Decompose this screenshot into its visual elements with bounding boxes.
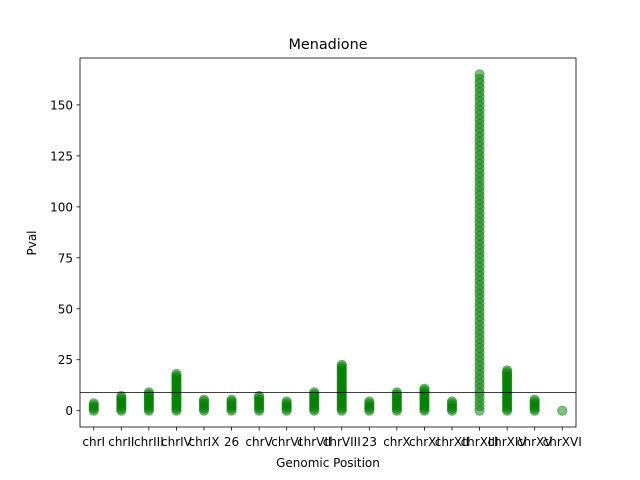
- data-point: [254, 390, 265, 402]
- y-axis-label: Pval: [25, 230, 39, 255]
- data-point: [198, 394, 210, 405]
- data-point: [281, 396, 292, 407]
- y-tick-label: 50: [58, 302, 73, 316]
- y-tick-label: 0: [65, 404, 73, 418]
- x-tick-label: chrIII: [134, 435, 164, 449]
- data-point: [336, 359, 347, 370]
- y-tick-label: 75: [58, 251, 73, 265]
- x-tick-label: chrVI: [271, 435, 302, 449]
- y-tick-label: 25: [58, 353, 73, 367]
- x-tick-label: 23: [362, 435, 377, 449]
- data-point: [502, 365, 513, 376]
- x-tick-label: chrII: [108, 435, 134, 449]
- x-tick-label: chrXV: [517, 435, 553, 449]
- y-tick-label: 100: [50, 200, 73, 214]
- x-tick-label: chrIX: [189, 435, 220, 449]
- x-tick-label: chrV: [245, 435, 273, 449]
- x-tick-label: chrVII: [297, 435, 331, 449]
- y-tick-label: 150: [50, 98, 73, 112]
- data-point: [419, 383, 430, 394]
- y-axis: 0 25 50 75 100 125 150: [50, 98, 80, 418]
- x-tick-label: chrXI: [409, 435, 440, 449]
- data-point: [226, 394, 237, 405]
- data-points: [88, 69, 568, 416]
- data-point: [446, 396, 458, 407]
- x-tick-label: 26: [224, 435, 239, 449]
- data-point: [557, 405, 568, 416]
- x-tick-label: chrI: [82, 435, 105, 449]
- data-point: [529, 394, 540, 405]
- x-tick-label: chrIV: [161, 435, 193, 449]
- chart-title: Menadione: [288, 37, 367, 53]
- x-tick-label: chrXII: [435, 435, 469, 449]
- data-point: [88, 398, 99, 409]
- plot-frame: [79, 57, 577, 428]
- x-axis-label: Genomic Position: [276, 456, 380, 470]
- x-tick-label: chrVIII: [323, 435, 361, 449]
- data-point: [171, 368, 182, 380]
- x-tick-label: chrXIV: [488, 435, 528, 449]
- data-point: [364, 396, 375, 407]
- x-tick-label: chrXVI: [543, 435, 582, 449]
- data-point: [116, 390, 127, 402]
- y-tick-label: 125: [50, 149, 73, 163]
- data-point: [474, 69, 485, 80]
- x-tick-label: chrX: [383, 435, 410, 449]
- x-tick-label: chrXIII: [461, 435, 499, 449]
